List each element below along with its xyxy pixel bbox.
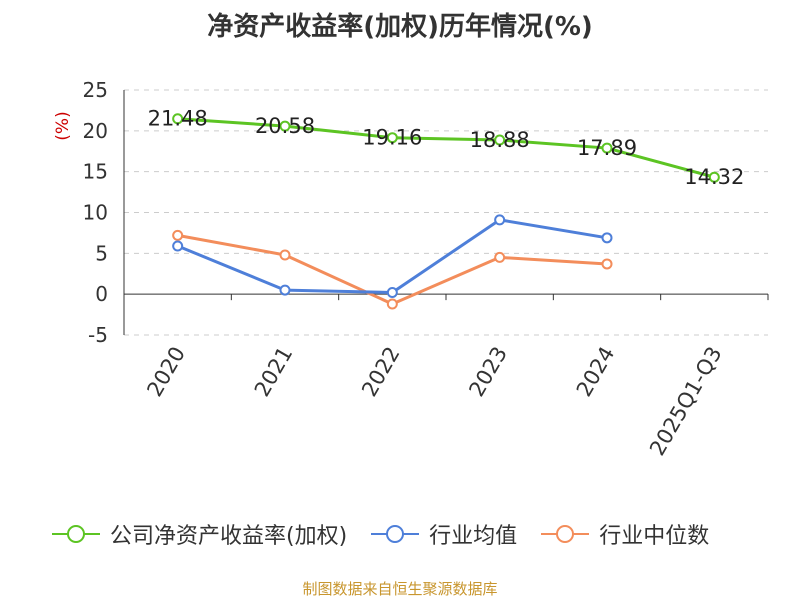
data-label: 17.89 bbox=[577, 136, 637, 160]
legend-line-icon bbox=[52, 525, 100, 543]
data-label: 20.58 bbox=[255, 114, 315, 138]
data-point bbox=[601, 258, 613, 270]
x-tick-label: 2024 bbox=[572, 343, 620, 401]
series-line bbox=[177, 117, 715, 179]
chart-title: 净资产收益率(加权)历年情况(%) bbox=[207, 12, 593, 42]
data-point bbox=[708, 171, 720, 183]
data-point bbox=[279, 284, 291, 296]
data-point bbox=[279, 249, 291, 261]
data-point bbox=[601, 232, 613, 244]
y-tick-label: 15 bbox=[83, 160, 108, 184]
data-point bbox=[601, 142, 613, 154]
x-tick-label: 2023 bbox=[464, 342, 512, 400]
y-tick-label: 10 bbox=[83, 201, 108, 225]
legend-label: 公司净资产收益率(加权) bbox=[110, 524, 348, 549]
legend-item-company-roe[interactable]: 公司净资产收益率(加权) bbox=[50, 518, 347, 550]
x-tick-label: 2022 bbox=[357, 343, 405, 401]
data-point bbox=[494, 134, 506, 146]
series-line bbox=[177, 218, 608, 295]
y-tick-label: 0 bbox=[95, 282, 108, 306]
data-source-footer: 制图数据来自恒生聚源数据库 bbox=[302, 580, 498, 598]
legend-item-industry-median[interactable]: 行业中位数 bbox=[539, 518, 709, 550]
y-axis-label: (%) bbox=[53, 111, 73, 140]
data-point bbox=[386, 132, 398, 144]
legend: 公司净资产收益率(加权) 行业均值 行业中位数 bbox=[50, 518, 731, 550]
data-label: 19.16 bbox=[362, 126, 422, 150]
data-point bbox=[386, 298, 398, 310]
data-point bbox=[494, 251, 506, 263]
legend-label: 行业中位数 bbox=[599, 524, 710, 549]
data-point bbox=[279, 120, 291, 132]
y-tick-label: 25 bbox=[83, 78, 108, 102]
data-point bbox=[386, 287, 398, 299]
x-tick-label: 2025Q1-Q3 bbox=[645, 343, 727, 460]
data-point bbox=[172, 229, 184, 241]
y-tick-label: 5 bbox=[95, 241, 108, 265]
data-label: 18.88 bbox=[470, 128, 530, 152]
y-tick-label: -5 bbox=[88, 323, 108, 347]
legend-line-icon bbox=[541, 525, 590, 543]
data-point bbox=[494, 214, 506, 226]
data-label: 14.32 bbox=[684, 165, 744, 189]
legend-item-industry-mean[interactable]: 行业均值 bbox=[369, 518, 517, 550]
data-point bbox=[172, 240, 184, 252]
x-tick-label: 2021 bbox=[250, 343, 298, 401]
legend-label: 行业均值 bbox=[429, 524, 518, 549]
legend-line-icon bbox=[371, 525, 420, 543]
data-point bbox=[172, 113, 184, 125]
y-tick-label: 20 bbox=[83, 119, 108, 143]
x-tick-label: 2020 bbox=[142, 343, 190, 401]
data-label: 21.48 bbox=[148, 107, 208, 131]
